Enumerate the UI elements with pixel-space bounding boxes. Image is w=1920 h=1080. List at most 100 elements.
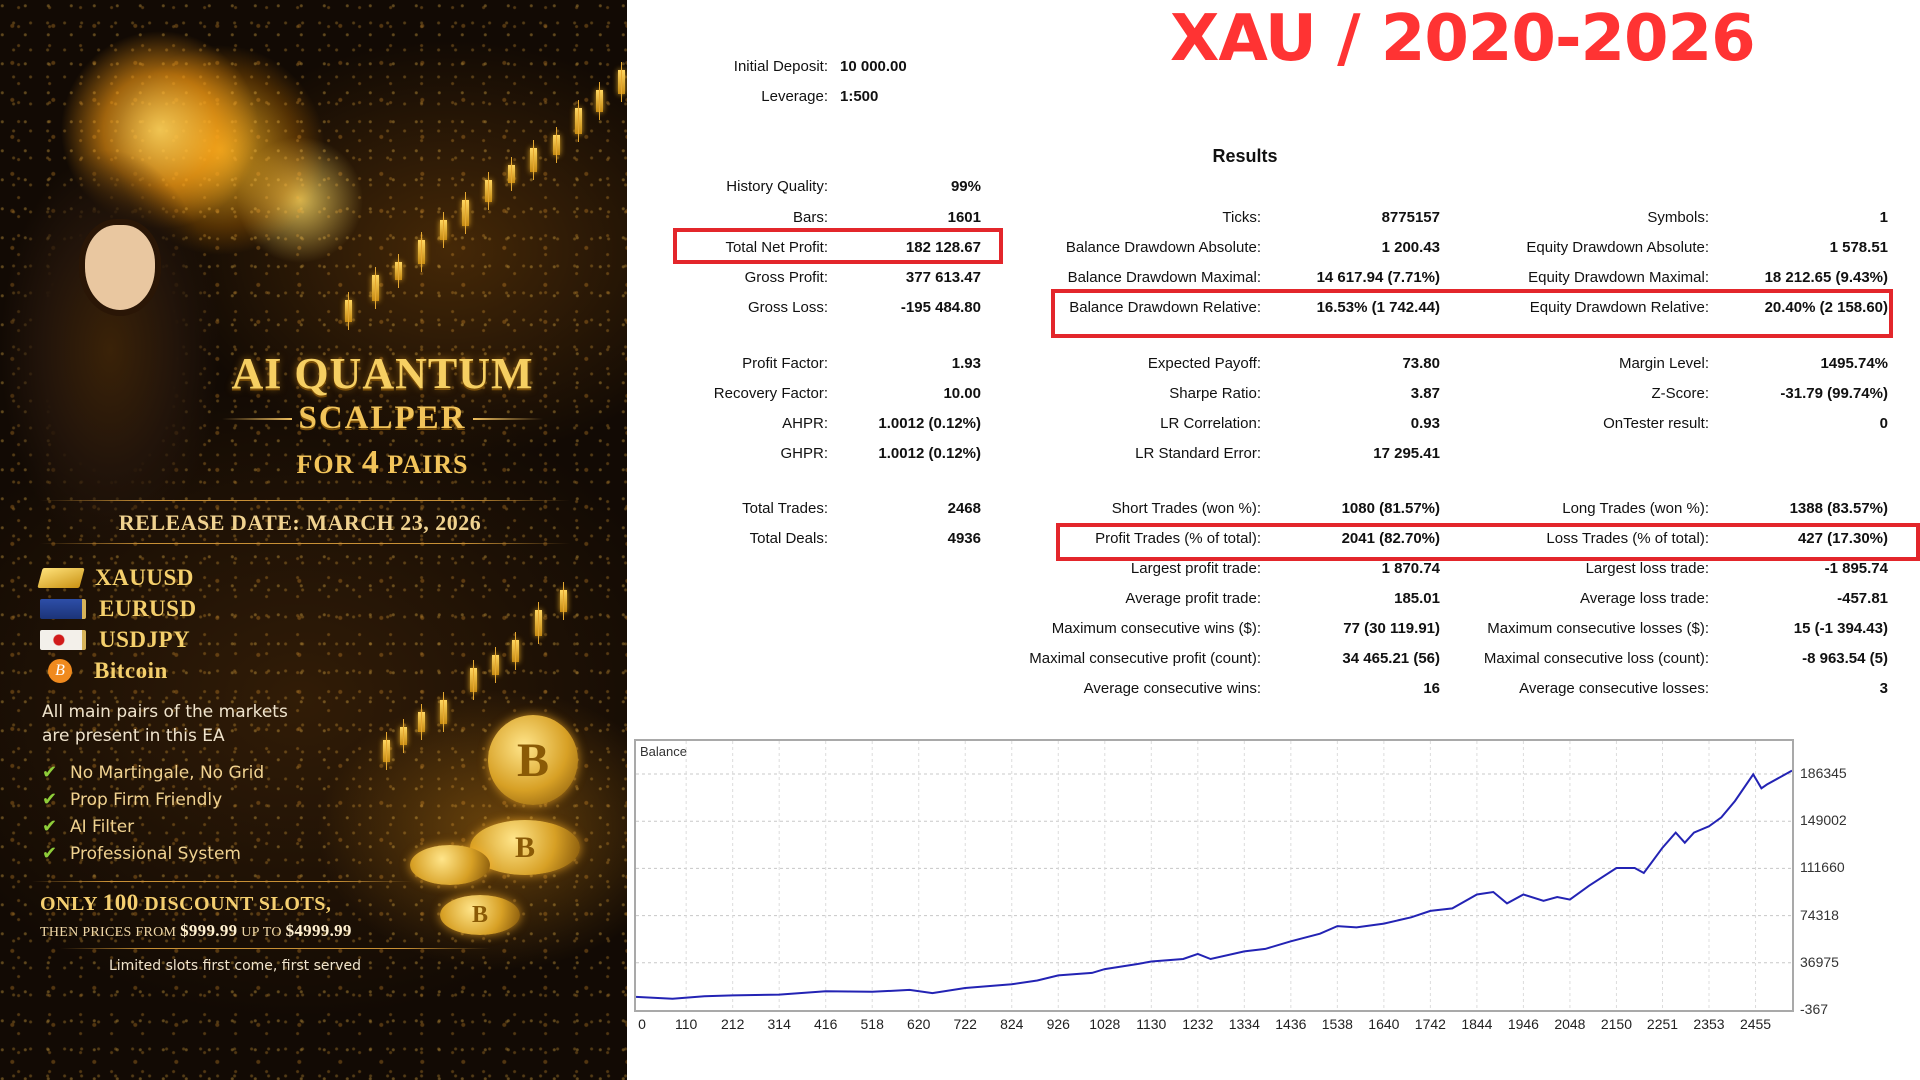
x-tick-label: 1130 [1136, 1016, 1167, 1032]
stat-label: Total Trades: [742, 500, 828, 517]
chart-title: Balance [640, 744, 687, 759]
x-tick-label: 722 [953, 1016, 977, 1032]
japan-flag-icon [40, 629, 86, 650]
pair-item-eurusd: EURUSD [40, 593, 197, 624]
checkmark-icon: ✔ [42, 789, 58, 810]
equity-drawdown-relative-value: 20.40% (2 158.60) [1764, 299, 1888, 316]
x-tick-label: 1844 [1461, 1016, 1493, 1032]
stat-label: Short Trades (won %): [1111, 500, 1261, 517]
stat-label: Symbols: [1647, 209, 1709, 226]
report-title: XAU / 2020-2026 [1170, 2, 1756, 76]
x-tick-label: 2251 [1646, 1016, 1679, 1032]
stat-label: Margin Level: [1618, 355, 1709, 372]
leverage-label: Leverage: [761, 88, 828, 105]
stat-label: Expected Payoff: [1147, 355, 1261, 372]
stat-value: 16 [1423, 680, 1440, 697]
stat-value: 2468 [947, 500, 981, 517]
checkmark-icon: ✔ [42, 816, 58, 837]
stat-label: GHPR: [780, 445, 828, 462]
stat-value: 73.80 [1402, 355, 1440, 372]
feature-item: ✔ Prop Firm Friendly [42, 789, 223, 810]
warrior-illustration [0, 120, 230, 540]
x-tick-label: 416 [814, 1016, 838, 1032]
divider [40, 500, 570, 501]
x-tick-label: 110 [674, 1016, 698, 1032]
profit-trades-value: 2041 (82.70%) [1341, 530, 1440, 547]
x-tick-label: 1334 [1228, 1016, 1260, 1032]
decorative-rule [473, 418, 543, 420]
stat-label: AHPR: [782, 415, 828, 432]
stat-label: Profit Trades (% of total): [1095, 530, 1261, 547]
stat-value: 17 295.41 [1373, 445, 1440, 462]
stat-label: Recovery Factor: [713, 385, 828, 402]
pair-item-bitcoin: B Bitcoin [40, 655, 197, 686]
stat-label: Largest profit trade: [1130, 560, 1261, 577]
stat-value: -457.81 [1837, 590, 1888, 607]
stat-label: Maximum consecutive wins ($): [1051, 620, 1261, 637]
feature-item: ✔ No Martingale, No Grid [42, 762, 265, 783]
x-tick-label: 2353 [1693, 1016, 1725, 1032]
pair-item-xauusd: XAUUSD [37, 562, 197, 593]
x-tick-label: 1946 [1507, 1016, 1539, 1032]
checkmark-icon: ✔ [42, 762, 58, 783]
stat-label: Profit Factor: [742, 355, 828, 372]
stat-label: History Quality: [726, 178, 828, 195]
discount-slots-headline: ONLY 100 DISCOUNT SLOTS, [40, 890, 332, 915]
stat-value: 185.01 [1394, 590, 1440, 607]
stat-value: 99% [950, 178, 981, 195]
stat-value: -1 895.74 [1824, 560, 1888, 577]
stat-value: 4936 [947, 530, 981, 547]
stat-value: 3 [1879, 680, 1888, 697]
stat-label: Average loss trade: [1580, 590, 1709, 607]
stat-label: Equity Drawdown Absolute: [1526, 239, 1709, 256]
stat-value: 1.0012 (0.12%) [878, 445, 981, 462]
pairs-count-tagline: FOR 4 PAIRS [296, 444, 469, 481]
highlight-profit-loss-trades [1056, 523, 1920, 561]
x-tick-label: 1538 [1321, 1016, 1353, 1032]
y-tick-label: 149002 [1800, 812, 1847, 829]
x-tick-label: 518 [860, 1016, 884, 1032]
stat-label: Maximal consecutive loss (count): [1483, 650, 1709, 667]
stat-label: Bars: [792, 209, 828, 226]
promo-banner: B B B AI QUANTUM SCALPER FOR 4 PAIRS REL… [0, 0, 627, 1080]
stat-label: Maximum consecutive losses ($): [1487, 620, 1709, 637]
bitcoin-coin-icon [410, 845, 490, 885]
stat-label: Equity Drawdown Relative: [1529, 299, 1709, 316]
checkmark-icon: ✔ [42, 843, 58, 864]
stat-value: 0 [1879, 415, 1888, 432]
stat-label: LR Correlation: [1160, 415, 1261, 432]
stat-label: OnTester result: [1603, 415, 1709, 432]
x-tick-label: 1640 [1368, 1016, 1400, 1032]
leverage-value: 1:500 [840, 88, 879, 105]
stat-value: 1.0012 (0.12%) [878, 415, 981, 432]
stat-value: 1601 [947, 209, 981, 226]
stat-value: 15 (-1 394.43) [1793, 620, 1888, 637]
x-tick-label: 620 [907, 1016, 931, 1032]
x-tick-label: 1232 [1182, 1016, 1214, 1032]
total-net-profit-value: 182 128.67 [905, 239, 981, 256]
pair-item-usdjpy: USDJPY [40, 624, 197, 655]
x-tick-label: 314 [767, 1016, 791, 1032]
stat-value: 1.93 [951, 355, 981, 372]
stat-value: 34 465.21 (56) [1342, 650, 1440, 667]
x-tick-label: 2150 [1600, 1016, 1632, 1032]
stat-label: Total Deals: [749, 530, 828, 547]
x-tick-label: 926 [1046, 1016, 1070, 1032]
x-tick-label: 0 [638, 1016, 646, 1032]
product-title: AI QUANTUM [231, 349, 534, 398]
stat-value: 1080 (81.57%) [1341, 500, 1440, 517]
results-heading: Results [1212, 146, 1278, 166]
description: All main pairs of the markets are presen… [42, 702, 288, 746]
stat-value: 0.93 [1410, 415, 1440, 432]
stat-label: Average consecutive losses: [1519, 680, 1709, 697]
y-tick-label: -367 [1800, 1001, 1829, 1017]
balance-chart: Balance [634, 739, 1794, 1012]
stat-value: -8 963.54 (5) [1802, 650, 1888, 667]
stat-value: 1 578.51 [1829, 239, 1888, 256]
stat-label: Loss Trades (% of total): [1546, 530, 1709, 547]
feature-item: ✔ Professional System [42, 843, 241, 864]
stat-label: Gross Profit: [744, 269, 828, 286]
divider [32, 881, 412, 882]
balance-line-plot [636, 741, 1792, 1010]
y-tick-label: 186345 [1800, 765, 1847, 781]
